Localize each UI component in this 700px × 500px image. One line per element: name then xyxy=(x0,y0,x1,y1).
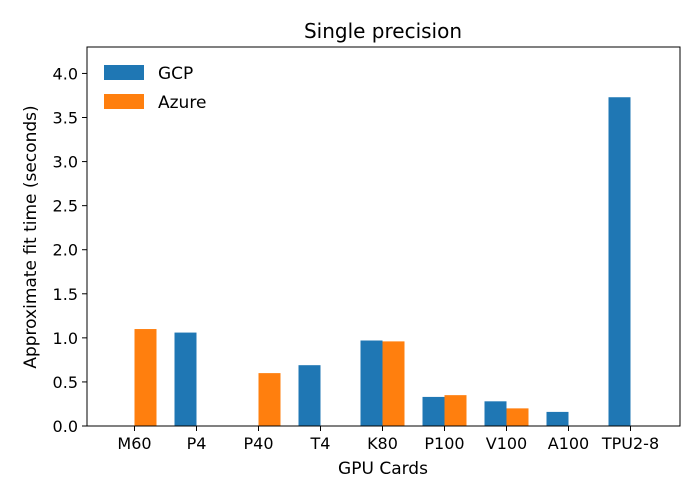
y-tick-label: 0.5 xyxy=(53,373,78,392)
y-axis-label: Approximate fit time (seconds) xyxy=(21,105,41,368)
bar-gcp-p4 xyxy=(174,332,197,426)
x-tick-label-m60: M60 xyxy=(117,434,151,453)
bar-azure-p100 xyxy=(444,395,467,426)
bars-layer xyxy=(134,97,631,426)
y-tick-label: 3.5 xyxy=(53,109,78,128)
x-tick-label-p40: P40 xyxy=(243,434,273,453)
legend-swatch-gcp xyxy=(104,65,144,80)
plot-frame xyxy=(86,46,681,427)
legend-label-azure: Azure xyxy=(158,93,206,113)
y-tick-label: 2.5 xyxy=(53,197,78,216)
bar-azure-k80 xyxy=(382,341,405,426)
bar-gcp-k80 xyxy=(360,340,383,426)
bar-gcp-v100 xyxy=(484,401,507,426)
y-tick-label: 0.0 xyxy=(53,417,78,436)
x-axis-label: GPU Cards xyxy=(338,459,428,479)
x-tick-label-v100: V100 xyxy=(486,434,527,453)
bar-gcp-p100 xyxy=(422,396,445,426)
legend: GCP Azure xyxy=(104,64,206,113)
bar-gcp-tpu2-8 xyxy=(608,97,631,426)
legend-label-gcp: GCP xyxy=(158,64,193,84)
y-tick-label: 2.0 xyxy=(53,241,78,260)
legend-swatch-azure xyxy=(104,94,144,109)
x-tick-label-tpu2-8: TPU2-8 xyxy=(601,434,659,453)
bar-azure-m60 xyxy=(134,329,157,426)
x-tick-label-t4: T4 xyxy=(310,434,331,453)
bar-azure-p40 xyxy=(258,373,281,426)
y-tick-label: 1.0 xyxy=(53,329,78,348)
bar-gcp-a100 xyxy=(546,411,569,426)
chart-title: Single precision xyxy=(304,19,462,43)
axes-layer: 0.0 0.5 1.0 1.5 2.0 2.5 3.0 3.5 4.0 M60 P4 P40 T4 K80… xyxy=(53,46,681,453)
x-tick-label-k80: K80 xyxy=(367,434,398,453)
bar-gcp-t4 xyxy=(298,365,321,426)
x-tick-label-a100: A100 xyxy=(548,434,589,453)
x-tick-label-p4: P4 xyxy=(187,434,207,453)
y-tick-label: 1.5 xyxy=(53,285,78,304)
bar-azure-v100 xyxy=(506,408,529,426)
y-tick-label: 3.0 xyxy=(53,153,78,172)
y-tick-label: 4.0 xyxy=(53,64,78,83)
x-tick-label-p100: P100 xyxy=(424,434,464,453)
